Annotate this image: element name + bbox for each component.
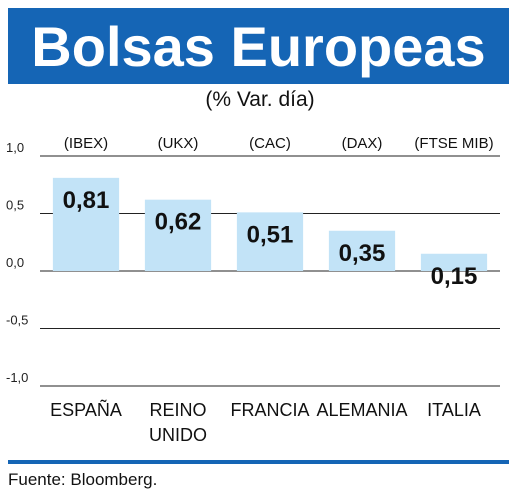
bar-value-label: 0,15 — [431, 263, 478, 290]
index-code-label: (CAC) — [249, 135, 291, 152]
category-label: ITALIA — [427, 400, 481, 420]
y-tick-label: 0,0 — [6, 255, 24, 270]
category-label: FRANCIA — [230, 400, 309, 420]
y-tick-label: -0,5 — [6, 313, 28, 328]
bar-value-label: 0,51 — [247, 221, 294, 248]
title-banner: Bolsas Europeas — [8, 8, 509, 84]
chart-title: Bolsas Europeas — [31, 14, 486, 78]
bar — [144, 199, 212, 271]
value-labels: 0,81 0,62 0,51 0,35 0,15 — [63, 187, 478, 290]
index-code-label: (FTSE MIB) — [414, 135, 493, 152]
category-label: UNIDO — [149, 425, 207, 445]
bar-value-label: 0,35 — [339, 240, 386, 267]
bar-chart: 1,00,50,0-0,5-1,0 (IBEX) (UKX) (CAC) (DAX)(… — [6, 135, 500, 445]
category-label: REINO — [149, 400, 206, 420]
index-code-label: (IBEX) — [64, 135, 108, 152]
footer-rule — [8, 460, 509, 464]
index-code-label: (DAX) — [342, 135, 383, 152]
category-label: ALEMANIA — [316, 400, 407, 420]
category-labels: ESPAÑA REINO UNIDO FRANCIA ALEMANIA ITALIA — [50, 399, 481, 445]
bar — [420, 253, 488, 271]
bars — [52, 177, 488, 271]
bar — [52, 177, 120, 271]
y-tick-label: -1,0 — [6, 370, 28, 385]
source-note: Fuente: Bloomberg. — [8, 470, 158, 489]
chart-subtitle: (% Var. día) — [205, 88, 315, 111]
bar — [328, 230, 396, 271]
y-tick-label: 0,5 — [6, 198, 24, 213]
index-codes: (IBEX) (UKX) (CAC) (DAX) (FTSE MIB) — [64, 135, 494, 152]
category-label: ESPAÑA — [50, 399, 122, 420]
bar-value-label: 0,81 — [63, 187, 110, 214]
bar-value-label: 0,62 — [155, 209, 202, 236]
index-code-label: (UKX) — [158, 135, 199, 152]
bar — [236, 212, 304, 271]
y-tick-label: 1,0 — [6, 140, 24, 155]
y-axis-ticks: 1,0 0,5 0,0 -0,5 -1,0 — [6, 140, 28, 385]
